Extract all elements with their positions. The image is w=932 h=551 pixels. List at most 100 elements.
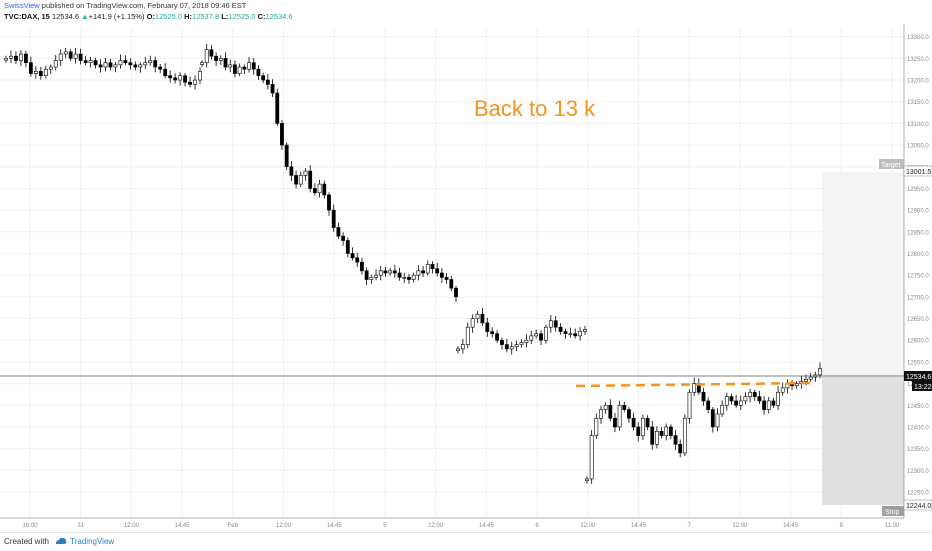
- time-tick-label: 12:00: [580, 523, 596, 529]
- candle-body: [430, 264, 435, 269]
- chart-annotation[interactable]: Back to 13 k: [474, 96, 596, 121]
- candle-body: [808, 376, 813, 380]
- price-tick-label: 12950.0: [907, 187, 929, 193]
- candle-body: [449, 279, 454, 289]
- candle-body: [411, 274, 416, 280]
- candle-body: [573, 333, 578, 337]
- stop-tag-box: [882, 506, 904, 516]
- candle-body: [780, 387, 785, 393]
- candle-body: [336, 227, 341, 237]
- candle-body: [312, 188, 317, 194]
- price-tick-label: 12700.0: [907, 295, 929, 301]
- time-tick-label: 14:45: [175, 523, 191, 529]
- candle-body: [743, 396, 748, 402]
- price-tick-label: 13050.0: [907, 144, 929, 150]
- candle-body: [568, 333, 573, 336]
- candle-body: [738, 400, 743, 406]
- low-label: L:: [221, 12, 229, 21]
- time-tick-label: 11:00: [885, 523, 900, 529]
- candle-body: [178, 75, 183, 81]
- candle-body: [734, 400, 739, 406]
- author-name[interactable]: SwissView: [4, 1, 40, 10]
- candle-body: [78, 53, 83, 61]
- candle-body: [435, 268, 440, 274]
- candle-body: [355, 257, 360, 263]
- candle-body: [233, 64, 237, 74]
- price-tick-label: 13300.0: [907, 35, 929, 41]
- candle-body: [599, 409, 603, 419]
- candle-body: [664, 426, 669, 436]
- target-price-box: [903, 165, 932, 177]
- candle-body: [38, 71, 43, 77]
- candle-body: [392, 270, 397, 274]
- candle-body: [641, 417, 645, 436]
- candle-body: [374, 274, 378, 278]
- close-value: 12534.6: [265, 12, 293, 21]
- candle-body: [209, 49, 214, 57]
- time-tick-label: 8: [840, 523, 844, 529]
- candle-body: [63, 51, 68, 55]
- candle-body: [421, 270, 425, 274]
- price-axis[interactable]: 13300.0 13250.0 13200.0 13150.0 13100.0 13050…: [907, 35, 929, 496]
- candle-body: [138, 64, 143, 68]
- last-price: 12534.6: [51, 12, 80, 21]
- candle-body: [485, 322, 490, 332]
- candle-body: [752, 391, 757, 397]
- time-tick-label: 14:45: [631, 523, 647, 529]
- candle-body: [294, 175, 298, 185]
- time-tick-label: 12:00: [276, 523, 292, 529]
- candle-body: [289, 166, 294, 176]
- candle-body: [617, 404, 622, 428]
- candle-body: [490, 331, 495, 335]
- candle-body: [529, 335, 534, 341]
- time-tick-label: 7: [688, 523, 692, 529]
- candle-body: [350, 253, 355, 259]
- candle-body: [692, 383, 697, 393]
- candle-body: [645, 417, 650, 428]
- candle-body: [407, 277, 411, 280]
- price-axis-background: [904, 24, 932, 520]
- candle-body: [589, 435, 594, 480]
- time-tick-label: 12:00: [732, 523, 748, 529]
- candle-body: [270, 84, 275, 94]
- candle-body: [534, 333, 539, 337]
- candle-body: [28, 62, 33, 74]
- price-tick-label: 12750.0: [907, 274, 929, 280]
- candle-body: [265, 79, 270, 85]
- candle-body: [563, 331, 568, 335]
- time-axis[interactable]: 16:00 31 12:00 14:45 Feb 12:00 14:45 5 12:00 14:4…: [22, 523, 899, 529]
- resistance-dashed-line[interactable]: [575, 381, 813, 388]
- price-tick-label: 12600.0: [907, 339, 929, 345]
- candle-body: [724, 396, 729, 406]
- stop-zone: [822, 377, 904, 505]
- high-value: 12537.8: [192, 12, 220, 21]
- stop-price-tag: 12244.0: [906, 503, 931, 510]
- candle-body: [668, 426, 673, 436]
- time-tick-label: 12:00: [124, 523, 140, 529]
- candle-body: [578, 331, 583, 337]
- candle-body: [771, 400, 776, 406]
- price-chart[interactable]: Back to 13 k 13300.0 13250.0 13200.0 13150.…: [0, 0, 932, 532]
- candle-body: [256, 68, 261, 77]
- candle-body: [456, 348, 460, 351]
- candle-body: [402, 277, 407, 279]
- up-arrow-icon: ▲: [81, 12, 89, 21]
- candle-body: [322, 183, 327, 196]
- tradingview-brand[interactable]: TradingView: [70, 537, 115, 546]
- candle-body: [48, 66, 53, 70]
- stop-tag-label: Stop: [885, 509, 900, 516]
- candle-body: [200, 62, 204, 65]
- candle-body: [613, 417, 617, 428]
- candle-body: [622, 404, 627, 410]
- candle-body: [594, 417, 599, 436]
- candle-body: [247, 62, 251, 70]
- candle-body: [720, 404, 725, 415]
- candle-body: [524, 339, 529, 343]
- candle-body: [470, 318, 475, 328]
- candle-body: [113, 64, 118, 68]
- change-value: +141.9 (+1.15%): [88, 12, 145, 21]
- candle-body: [480, 313, 485, 324]
- candle-body: [364, 270, 369, 280]
- candle-body: [360, 261, 364, 272]
- candle-body: [237, 66, 242, 74]
